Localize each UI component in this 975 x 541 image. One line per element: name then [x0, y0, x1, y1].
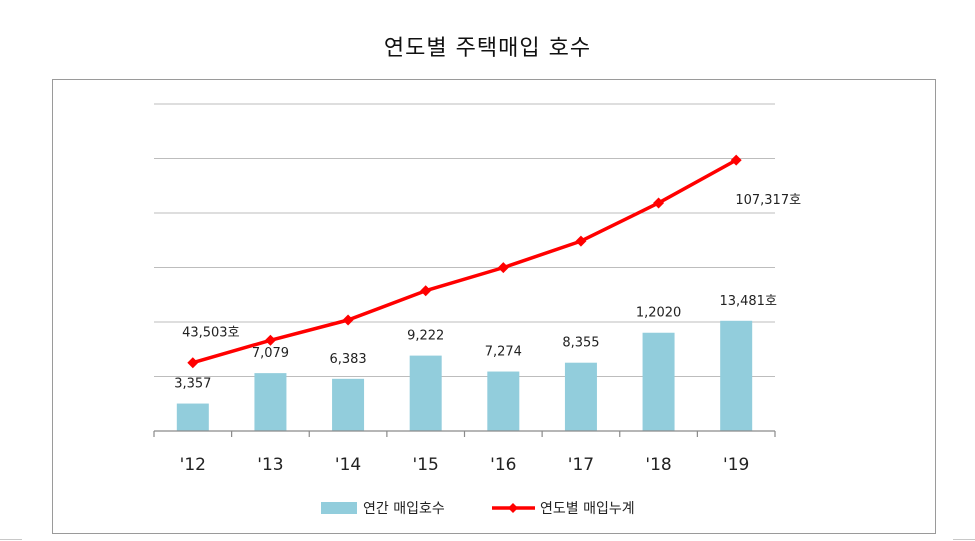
line-value-label: 107,317호: [735, 193, 801, 208]
legend-label-bar: 연간 매입호수: [363, 501, 445, 517]
line-marker: [730, 154, 742, 166]
bar: [720, 320, 753, 431]
bar-value-label: 13,481호: [719, 294, 776, 309]
legend-label-line: 연도별 매입누계: [540, 501, 635, 517]
line-marker: [187, 357, 199, 369]
line-marker: [653, 197, 665, 209]
bar: [176, 403, 209, 431]
line-marker: [575, 235, 587, 247]
x-tick-label: '13: [257, 455, 283, 475]
legend-swatch-marker: [508, 503, 518, 513]
bar: [564, 362, 597, 431]
x-tick-label: '17: [568, 455, 594, 475]
legend: 연간 매입호수 연도별 매입누계: [321, 501, 635, 517]
bar: [332, 378, 365, 431]
bar-value-label: 1,2020: [636, 306, 682, 321]
page-corner-mark-right: [953, 539, 975, 540]
x-tick-label: '19: [723, 455, 749, 475]
bar-value-label: 7,079: [252, 346, 289, 361]
gridlines: [154, 103, 775, 377]
bar: [487, 371, 520, 431]
bar-value-label: 3,357: [174, 377, 211, 392]
chart-frame: [52, 79, 936, 534]
line-marker: [497, 262, 509, 274]
bar-series: [176, 320, 753, 431]
x-tick-label: '18: [645, 455, 671, 475]
line-series: [187, 154, 742, 369]
bar: [254, 373, 287, 431]
bar-value-label: 9,222: [407, 329, 444, 344]
bar-value-label: 6,383: [329, 352, 366, 367]
chart-title: 연도별 주택매입 호수: [383, 36, 592, 61]
line-path: [192, 158, 738, 365]
line-marker: [342, 314, 354, 326]
x-tick-label: '14: [335, 455, 361, 475]
page-corner-mark-left: [0, 539, 22, 540]
line-marker: [264, 334, 276, 346]
x-axis: '12 '13 '14 '15 '16 '17 '18 '19: [153, 430, 776, 475]
x-tick-label: '16: [490, 455, 516, 475]
line-marker: [420, 285, 432, 297]
bar-value-label: 8,355: [562, 336, 599, 351]
line-value-label: 43,503호: [182, 326, 239, 341]
bar: [409, 355, 442, 431]
data-labels: 3,357 7,079 6,383 9,222 7,274 8,355 1,2020 13,4…: [174, 193, 801, 391]
bar: [642, 332, 675, 431]
x-tick-label: '15: [413, 455, 439, 475]
x-tick-label: '12: [180, 455, 206, 475]
legend-swatch-bar: [321, 502, 357, 514]
bar-value-label: 7,274: [485, 345, 522, 360]
